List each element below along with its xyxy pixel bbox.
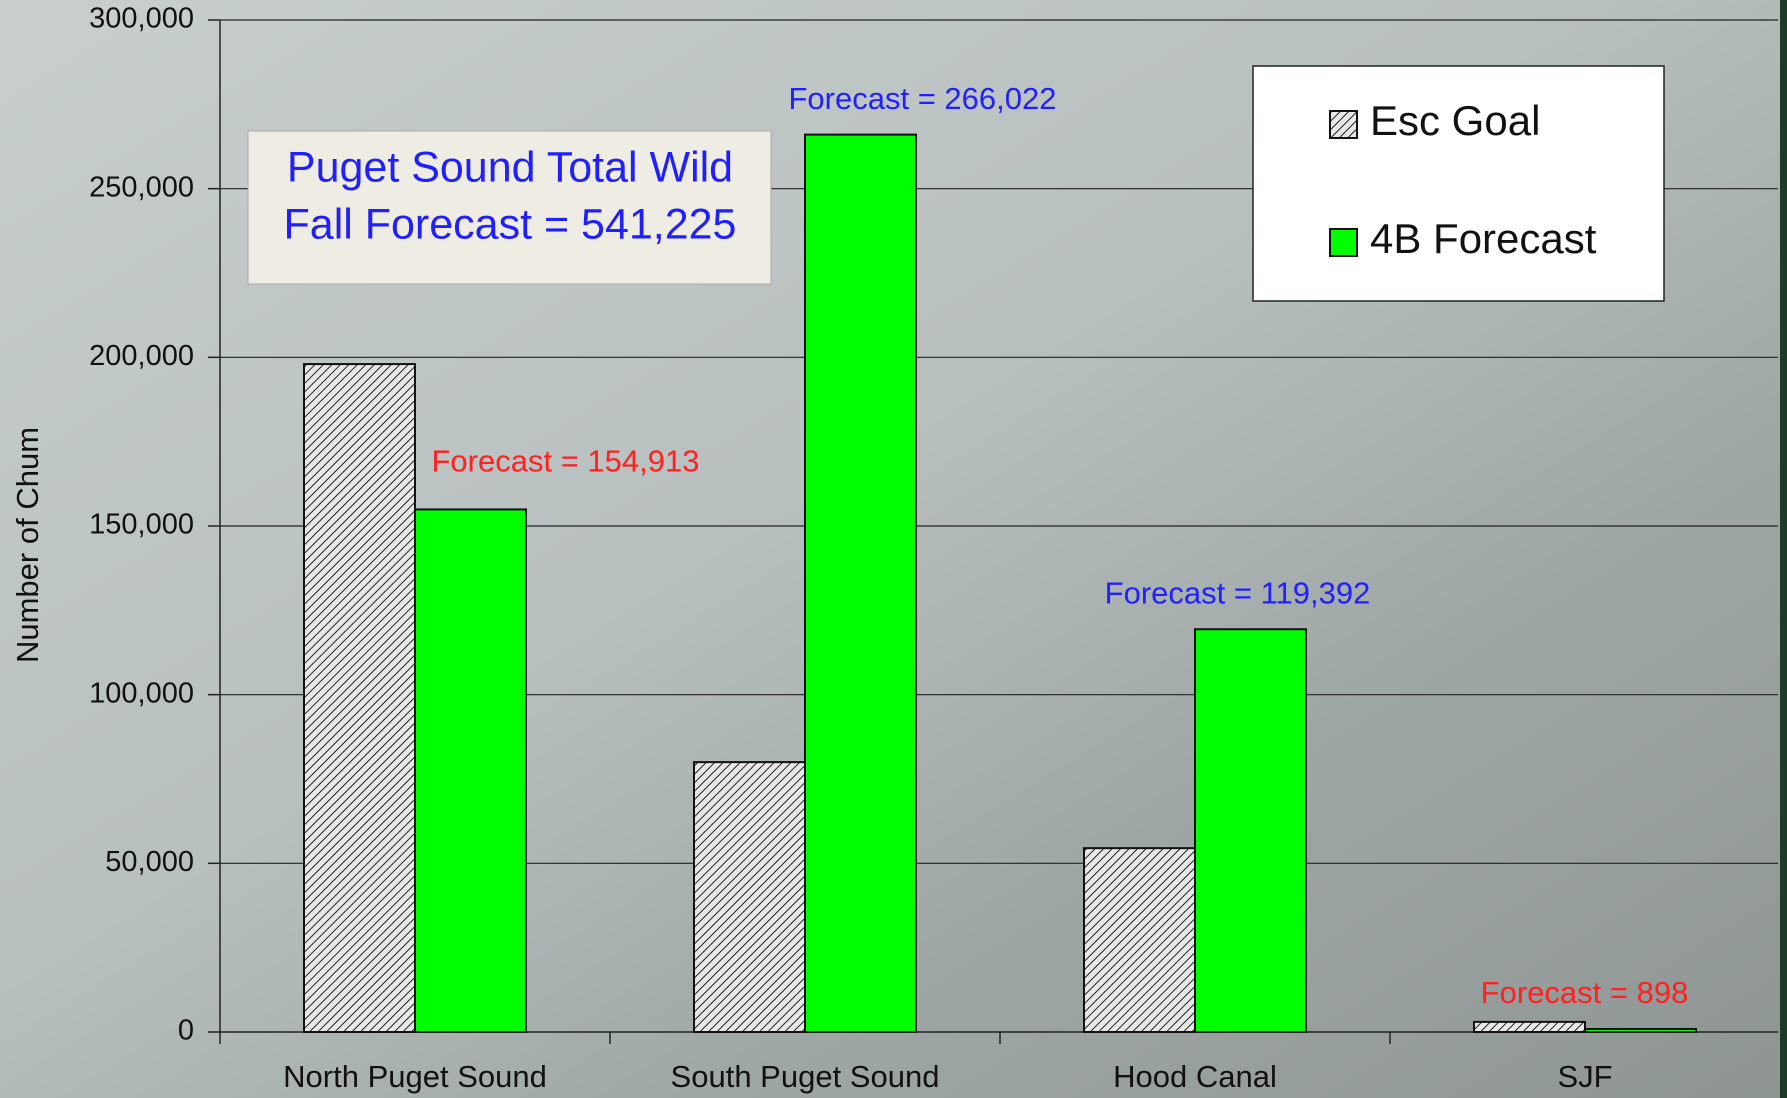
x-tick-label: North Puget Sound (283, 1059, 547, 1094)
bar (693, 761, 806, 1034)
y-tick-label: 50,000 (105, 846, 194, 878)
legend-label: 4B Forecast (1370, 215, 1597, 262)
legend-swatch (1329, 110, 1358, 139)
x-tick-label: Hood Canal (1113, 1059, 1277, 1094)
y-tick-label: 150,000 (89, 509, 194, 541)
bar (1584, 1027, 1697, 1033)
edge (1780, 0, 1787, 1098)
bar (1473, 1020, 1586, 1034)
y-tick-label: 100,000 (89, 677, 194, 709)
bar (1194, 628, 1307, 1033)
value-label: Forecast = 154,913 (432, 444, 700, 479)
bar (1083, 847, 1196, 1033)
x-tick-label: South Puget Sound (671, 1059, 940, 1094)
y-tick-label: 300,000 (89, 3, 194, 35)
y-tick-label: 0 (178, 1015, 194, 1047)
value-label: Forecast = 119,392 (1105, 575, 1371, 610)
annotation-text: Puget Sound Total Wild (287, 143, 733, 191)
y-tick-label: 250,000 (89, 171, 194, 203)
value-label: Forecast = 266,022 (789, 81, 1057, 116)
legend-swatch (1329, 228, 1358, 257)
x-tick-label: SJF (1557, 1059, 1612, 1094)
value-label: Forecast = 898 (1481, 975, 1689, 1010)
annotation-box (247, 130, 772, 285)
legend-box (1252, 65, 1665, 302)
y-tick-label: 200,000 (89, 340, 194, 372)
bar (804, 133, 917, 1033)
bar (303, 363, 416, 1033)
y-axis-label: Number of Chum (10, 427, 45, 663)
bar (414, 508, 527, 1033)
legend-label: Esc Goal (1370, 97, 1540, 144)
annotation-text: Fall Forecast = 541,225 (284, 200, 737, 248)
